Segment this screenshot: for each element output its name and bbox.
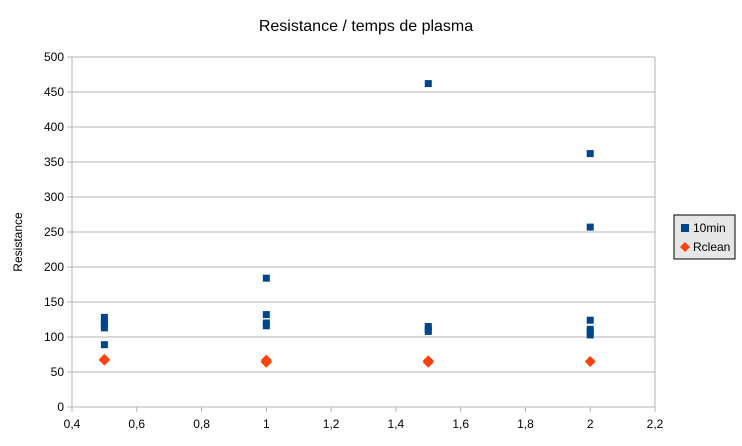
data-point-10min bbox=[100, 341, 108, 349]
data-point-10min bbox=[586, 150, 594, 158]
y-tick-labels: 0 50 100 150 200 250 300 350 400 450 500 bbox=[44, 50, 64, 414]
data-point-10min bbox=[262, 311, 270, 319]
data-point-10min bbox=[100, 324, 108, 332]
x-tick-label: 1 bbox=[263, 417, 270, 431]
data-point-rclean bbox=[584, 356, 596, 367]
legend-label-rclean: Rclean bbox=[693, 240, 730, 254]
data-point-10min bbox=[100, 313, 108, 321]
legend-label-10min: 10min bbox=[693, 221, 726, 235]
y-tick-label: 450 bbox=[44, 85, 64, 99]
x-tick-label: 1,2 bbox=[323, 417, 340, 431]
y-tick-label: 200 bbox=[44, 260, 64, 274]
x-tick-label: 1,8 bbox=[517, 417, 534, 431]
y-tick-label: 150 bbox=[44, 295, 64, 309]
y-tick-label: 250 bbox=[44, 225, 64, 239]
y-tick-label: 0 bbox=[57, 400, 64, 414]
axes bbox=[67, 56, 656, 412]
y-tick-label: 500 bbox=[44, 50, 64, 64]
legend-marker-square bbox=[681, 224, 689, 232]
y-tick-label: 50 bbox=[51, 365, 65, 379]
chart-title: Resistance / temps de plasma bbox=[259, 18, 473, 35]
x-tick-label: 0,6 bbox=[128, 417, 145, 431]
legend-box bbox=[673, 214, 736, 260]
data-points bbox=[98, 80, 596, 368]
y-tick-label: 100 bbox=[44, 330, 64, 344]
x-tick-label: 0,8 bbox=[193, 417, 210, 431]
legend: 10min Rclean bbox=[673, 214, 736, 260]
x-tick-labels: 0,4 0,6 0,8 1 1,2 1,4 1,6 1,8 2 2,2 bbox=[64, 417, 664, 431]
y-axis-label: Resistance bbox=[11, 212, 25, 272]
data-point-10min bbox=[424, 327, 432, 335]
y-tick-label: 350 bbox=[44, 155, 64, 169]
x-tick-label: 2,2 bbox=[647, 417, 664, 431]
gridlines bbox=[72, 56, 655, 408]
legend-marker-diamond bbox=[680, 242, 690, 252]
data-point-10min bbox=[586, 223, 594, 231]
data-point-10min bbox=[586, 316, 594, 324]
x-tick-label: 1,4 bbox=[388, 417, 405, 431]
data-point-10min bbox=[424, 80, 432, 88]
x-tick-label: 0,4 bbox=[64, 417, 81, 431]
data-point-rclean bbox=[98, 354, 110, 366]
x-tick-label: 2 bbox=[587, 417, 594, 431]
data-point-10min bbox=[586, 331, 594, 339]
y-tick-label: 300 bbox=[44, 190, 64, 204]
data-point-10min bbox=[262, 274, 270, 282]
y-tick-label: 400 bbox=[44, 120, 64, 134]
x-tick-label: 1,6 bbox=[452, 417, 469, 431]
data-point-rclean bbox=[260, 356, 272, 368]
data-point-rclean bbox=[422, 356, 434, 368]
data-point-10min bbox=[262, 322, 270, 330]
